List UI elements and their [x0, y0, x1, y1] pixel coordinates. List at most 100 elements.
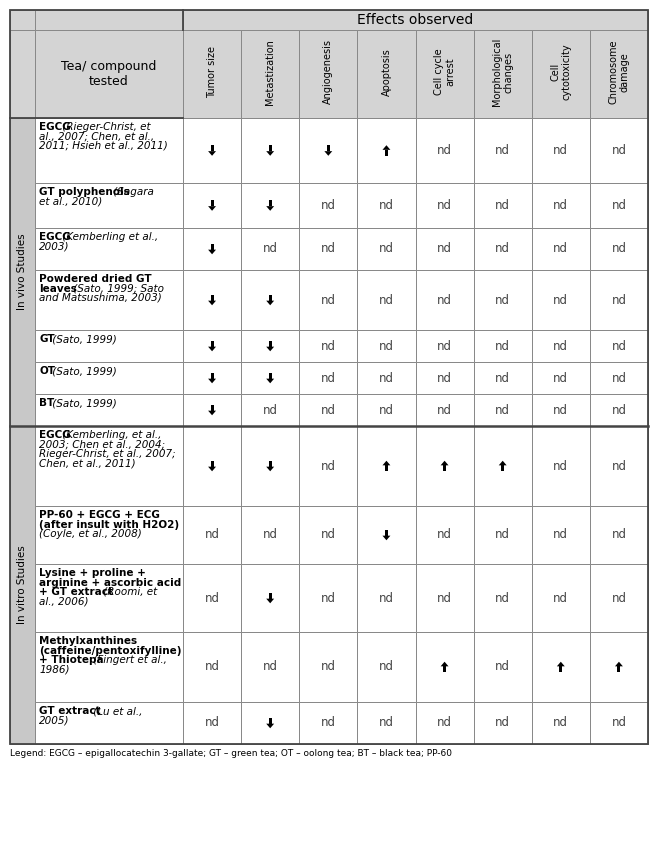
Bar [532, 228, 590, 270]
Text: nd: nd [612, 717, 626, 729]
Text: nd: nd [553, 339, 568, 353]
Text: nd: nd [495, 371, 510, 384]
Bar [183, 228, 241, 270]
Bar [183, 118, 241, 183]
Bar [183, 30, 241, 118]
Text: nd: nd [379, 404, 394, 417]
Text: nd: nd [379, 371, 394, 384]
Text: nd: nd [204, 528, 219, 542]
Polygon shape [382, 461, 390, 465]
Bar [415, 564, 474, 632]
Bar [357, 394, 415, 426]
Text: nd: nd [612, 371, 626, 384]
Bar [590, 394, 648, 426]
Bar [10, 30, 35, 118]
Bar [183, 564, 241, 632]
Text: (Sato, 1999; Sato: (Sato, 1999; Sato [70, 284, 164, 293]
Text: nd: nd [612, 528, 626, 542]
Text: nd: nd [612, 459, 626, 473]
Bar [357, 270, 415, 330]
Text: nd: nd [437, 243, 452, 256]
Text: Powdered dried GT: Powdered dried GT [39, 274, 152, 284]
Text: EGCG: EGCG [39, 122, 71, 132]
Bar [532, 632, 590, 702]
Text: et al., 2010): et al., 2010) [39, 197, 102, 206]
Text: nd: nd [553, 591, 568, 605]
Text: nd: nd [553, 717, 568, 729]
Bar [532, 270, 590, 330]
Polygon shape [208, 250, 216, 254]
Bar [35, 330, 183, 362]
Polygon shape [266, 467, 274, 471]
Bar [357, 118, 415, 183]
Text: BT: BT [39, 398, 55, 408]
Text: nd: nd [495, 404, 510, 417]
Text: nd: nd [321, 339, 336, 353]
Text: nd: nd [612, 199, 626, 212]
Text: nd: nd [321, 591, 336, 605]
Bar [415, 228, 474, 270]
Text: al., 2007; Chen, et al.,: al., 2007; Chen, et al., [39, 131, 154, 141]
Text: and Matsushima, 2003): and Matsushima, 2003) [39, 293, 162, 303]
Text: nd: nd [379, 293, 394, 307]
Text: nd: nd [321, 293, 336, 307]
Text: nd: nd [437, 199, 452, 212]
Text: nd: nd [263, 243, 278, 256]
Text: Chromosome
damage: Chromosome damage [608, 40, 630, 104]
Text: nd: nd [379, 717, 394, 729]
Text: (Roomi, et: (Roomi, et [101, 587, 158, 597]
Text: nd: nd [612, 404, 626, 417]
Bar [269, 461, 272, 467]
Bar [327, 145, 330, 151]
Bar [35, 10, 183, 30]
Bar [299, 118, 357, 183]
Text: Lysine + proline +: Lysine + proline + [39, 568, 146, 578]
Text: nd: nd [321, 371, 336, 384]
Text: Tumor size: Tumor size [207, 46, 217, 98]
Text: + GT extract: + GT extract [39, 587, 113, 597]
Text: PP-60 + EGCG + ECG: PP-60 + EGCG + ECG [39, 510, 160, 520]
Bar [269, 200, 272, 206]
Bar [210, 200, 214, 206]
Polygon shape [208, 411, 216, 415]
Text: nd: nd [612, 591, 626, 605]
Text: OT: OT [39, 366, 55, 376]
Polygon shape [382, 536, 390, 540]
Text: nd: nd [612, 339, 626, 353]
Polygon shape [208, 467, 216, 471]
Bar [210, 461, 214, 467]
Text: nd: nd [553, 459, 568, 473]
Polygon shape [266, 378, 274, 383]
Bar [35, 118, 183, 183]
Text: (Lu et al.,: (Lu et al., [90, 706, 143, 716]
Bar [299, 426, 357, 506]
Bar [590, 702, 648, 744]
Bar [474, 394, 532, 426]
Text: Effects observed: Effects observed [357, 13, 474, 27]
Bar [590, 426, 648, 506]
Bar [474, 564, 532, 632]
Bar [590, 228, 648, 270]
Text: nd: nd [379, 591, 394, 605]
Bar [532, 183, 590, 228]
Text: nd: nd [263, 404, 278, 417]
Polygon shape [499, 461, 507, 465]
Text: leaves: leaves [39, 284, 77, 293]
Text: nd: nd [437, 528, 452, 542]
Text: nd: nd [437, 144, 452, 157]
Bar [385, 465, 388, 471]
Text: nd: nd [553, 144, 568, 157]
Bar [559, 666, 562, 672]
Bar [474, 183, 532, 228]
Text: Morphological
changes: Morphological changes [492, 37, 514, 106]
Bar [415, 362, 474, 394]
Text: (Sato, 1999): (Sato, 1999) [49, 366, 117, 376]
Bar [590, 183, 648, 228]
Text: (Fingert et al.,: (Fingert et al., [90, 655, 167, 665]
Text: nd: nd [495, 717, 510, 729]
Bar [299, 183, 357, 228]
Text: Methylxanthines: Methylxanthines [39, 636, 137, 646]
Bar [35, 228, 183, 270]
Bar [299, 632, 357, 702]
Bar [532, 702, 590, 744]
